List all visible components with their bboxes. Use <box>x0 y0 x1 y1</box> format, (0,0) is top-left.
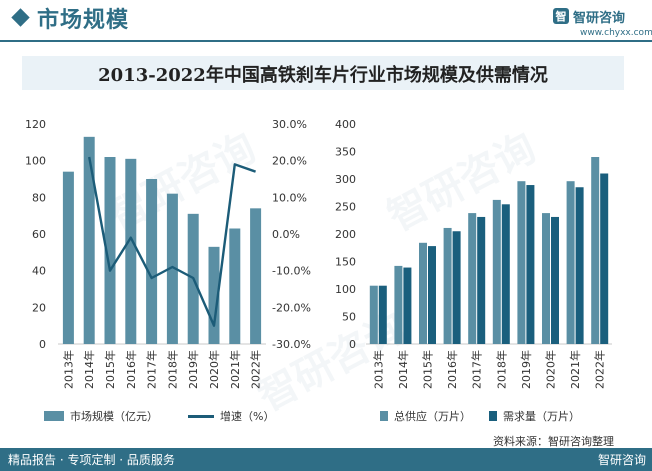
right-x-tick-label: 2019年 <box>519 350 533 389</box>
right-y-tick-label: 10.0% <box>272 191 307 204</box>
left-x-tick-label: 2013年 <box>61 350 75 389</box>
right-chart-y-tick-label: 350 <box>335 146 356 159</box>
right-x-tick-label: 2022年 <box>593 350 607 389</box>
brand-name: 智研咨询 <box>573 10 626 26</box>
demand-bar <box>403 267 412 344</box>
left-x-tick-label: 2017年 <box>145 350 159 389</box>
title-banner: 2013-2022年中国高铁刹车片行业市场规模及供需情况 <box>22 56 624 90</box>
demand-bar <box>575 187 584 344</box>
right-x-tick-label: 2015年 <box>421 350 435 389</box>
market-size-bar <box>166 193 178 344</box>
demand-bar <box>477 216 486 344</box>
market-size-bar <box>83 136 95 344</box>
supply-bar <box>419 242 427 344</box>
left-x-tick-label: 2021年 <box>228 350 242 389</box>
supply-bar <box>591 157 600 344</box>
right-x-tick-label: 2014年 <box>396 350 410 389</box>
demand-bar <box>501 204 510 344</box>
right-y-tick-label: -20.0% <box>272 301 311 314</box>
left-x-tick-label: 2014年 <box>82 350 96 389</box>
supply-bar <box>542 213 550 344</box>
brand-logo-icon: 智 <box>553 8 569 24</box>
footer-brand: 智研咨询 <box>597 453 646 467</box>
market-size-bar <box>229 228 241 344</box>
header-divider <box>0 40 652 42</box>
right-x-tick-label: 2017年 <box>470 350 484 389</box>
right-x-tick-label: 2018年 <box>494 350 508 389</box>
legend-swatch-growth <box>188 414 214 418</box>
legend-swatch-supply <box>380 411 388 421</box>
demand-bar <box>600 173 609 344</box>
right-chart-y-tick-label: 150 <box>335 256 356 269</box>
legend-label-market: 市场规模（亿元） <box>70 410 158 423</box>
right-y-tick-label: 20.0% <box>272 155 307 168</box>
supply-bar <box>566 181 575 344</box>
demand-bar <box>452 231 461 344</box>
legend-right: 总供应（万片） 需求量（万片） <box>380 408 580 424</box>
legend-label-growth: 增速（%） <box>220 410 275 423</box>
market-size-bar <box>62 171 74 344</box>
market-size-bar <box>250 208 262 344</box>
demand-bar <box>526 185 535 344</box>
left-y-tick-label: 100 <box>25 155 46 168</box>
section-title: 市场规模 <box>37 7 130 33</box>
demand-bar <box>428 246 436 344</box>
right-y-tick-label: -10.0% <box>272 265 311 278</box>
right-chart-y-tick-label: 250 <box>335 201 356 214</box>
left-y-tick-label: 20 <box>32 301 46 314</box>
market-size-bar <box>125 158 137 344</box>
supply-bar <box>443 227 452 344</box>
left-x-tick-label: 2015年 <box>103 350 117 389</box>
left-x-tick-label: 2020年 <box>207 350 221 389</box>
supply-bar <box>468 213 477 344</box>
market-size-bar <box>104 157 116 344</box>
left-x-tick-label: 2016年 <box>124 350 138 389</box>
right-x-tick-label: 2021年 <box>568 350 582 389</box>
right-chart-y-tick-label: 200 <box>335 228 356 241</box>
right-x-tick-label: 2016年 <box>445 350 459 389</box>
right-y-tick-label: -30.0% <box>272 338 311 351</box>
right-chart-y-tick-label: 300 <box>335 173 356 186</box>
legend-left: 市场规模（亿元） 增速（%） <box>44 408 274 424</box>
legend-label-supply: 总供应（万片） <box>394 410 471 423</box>
left-x-tick-label: 2022年 <box>249 350 263 389</box>
legend-swatch-market <box>44 411 64 421</box>
right-x-tick-label: 2020年 <box>544 350 558 389</box>
right-chart-y-tick-label: 400 <box>335 118 356 131</box>
left-y-tick-label: 40 <box>32 265 46 278</box>
market-size-bar <box>208 246 220 344</box>
growth-rate-line <box>88 156 256 327</box>
right-y-tick-label: 30.0% <box>272 118 307 131</box>
demand-bar <box>378 285 387 344</box>
left-y-tick-label: 80 <box>32 191 46 204</box>
left-y-tick-label: 120 <box>25 118 46 131</box>
footer-slogan: 精品报告 · 专项定制 · 品质服务 <box>8 453 175 467</box>
right-x-tick-label: 2013年 <box>371 350 385 389</box>
demand-bar <box>551 216 559 344</box>
left-x-tick-label: 2019年 <box>186 350 200 389</box>
legend-swatch-demand <box>489 411 497 421</box>
header: 市场规模 智 智研咨询 www.chyxx.com <box>0 0 652 44</box>
left-y-tick-label: 60 <box>32 228 46 241</box>
legend-label-demand: 需求量（万片） <box>503 410 580 423</box>
right-y-tick-label: 0.0% <box>272 228 300 241</box>
left-y-tick-label: 0 <box>39 338 46 351</box>
left-x-tick-label: 2018年 <box>165 350 179 389</box>
supply-bar <box>369 285 378 344</box>
market-size-bar <box>146 179 158 344</box>
right-chart-y-tick-label: 100 <box>335 283 356 296</box>
source-note: 资料来源：智研咨询整理 <box>493 435 614 448</box>
right-chart-y-tick-label: 0 <box>349 338 356 351</box>
brand: 智 智研咨询 <box>553 6 625 26</box>
supply-bar <box>394 265 403 344</box>
chart-title: 2013-2022年中国高铁刹车片行业市场规模及供需情况 <box>98 65 548 86</box>
footer: 精品报告 · 专项定制 · 品质服务 智研咨询 <box>0 448 652 471</box>
supply-bar <box>517 181 526 344</box>
right-chart-y-tick-label: 50 <box>342 311 356 324</box>
brand-url: www.chyxx.com <box>580 28 652 38</box>
supply-bar <box>492 199 501 344</box>
